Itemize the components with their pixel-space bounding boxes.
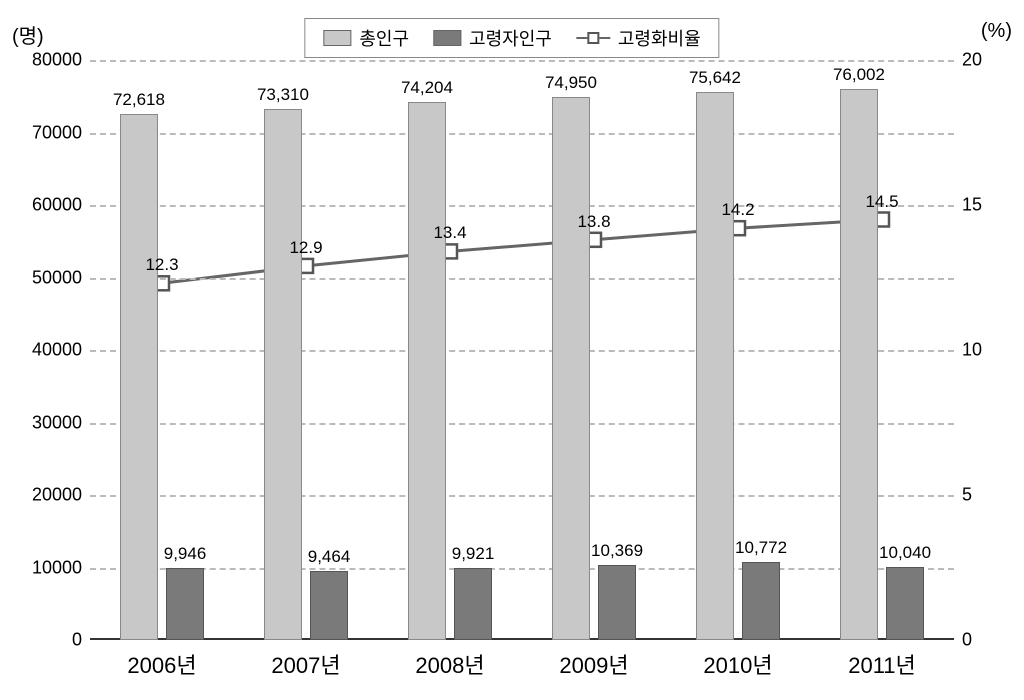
bar-label-elderly: 10,369 xyxy=(591,541,643,561)
legend-item-total: 총인구 xyxy=(323,25,409,51)
y-axis-left-label: (명) xyxy=(12,20,44,49)
ytick-right: 10 xyxy=(954,340,982,361)
plot-area: 0100002000030000400005000060000700008000… xyxy=(90,60,954,640)
ytick-right: 0 xyxy=(954,630,972,651)
grid-line xyxy=(90,205,954,207)
ytick-left: 20000 xyxy=(32,485,90,506)
ratio-value-label: 14.2 xyxy=(721,200,754,220)
ytick-left: 30000 xyxy=(32,412,90,433)
ytick-left: 70000 xyxy=(32,122,90,143)
legend-swatch-total xyxy=(323,30,351,46)
bar-label-elderly: 9,464 xyxy=(308,547,351,567)
bar-total xyxy=(840,89,877,640)
ytick-left: 80000 xyxy=(32,50,90,71)
x-category-label: 2006년 xyxy=(127,640,196,680)
x-category-label: 2010년 xyxy=(703,640,772,680)
ratio-value-label: 14.5 xyxy=(865,192,898,212)
bar-elderly xyxy=(742,562,779,640)
grid-line xyxy=(90,133,954,135)
ytick-left: 50000 xyxy=(32,267,90,288)
bar-elderly xyxy=(454,568,491,640)
bar-label-total: 75,642 xyxy=(689,68,741,88)
bar-elderly xyxy=(886,567,923,640)
ratio-value-label: 12.9 xyxy=(289,238,322,258)
ratio-value-label: 13.4 xyxy=(433,223,466,243)
bar-total xyxy=(552,97,589,640)
ytick-right: 20 xyxy=(954,50,982,71)
ytick-right: 15 xyxy=(954,195,982,216)
legend-item-ratio: 고령화비율 xyxy=(576,25,701,51)
bar-label-elderly: 10,772 xyxy=(735,538,787,558)
bar-total xyxy=(264,109,301,640)
ytick-left: 10000 xyxy=(32,557,90,578)
bar-elderly xyxy=(598,565,635,640)
grid-line xyxy=(90,350,954,352)
population-aging-chart: 총인구 고령자인구 고령화비율 (명) (%) 0100002000030000… xyxy=(0,0,1024,700)
legend-item-elderly: 고령자인구 xyxy=(433,25,552,51)
grid-line xyxy=(90,495,954,497)
legend: 총인구 고령자인구 고령화비율 xyxy=(304,18,719,58)
ytick-left: 60000 xyxy=(32,195,90,216)
bar-label-total: 74,204 xyxy=(401,78,453,98)
bar-label-total: 72,618 xyxy=(113,90,165,110)
bar-label-elderly: 10,040 xyxy=(879,543,931,563)
bar-label-total: 73,310 xyxy=(257,85,309,105)
grid-line xyxy=(90,60,954,62)
ytick-left: 0 xyxy=(72,630,90,651)
bar-label-elderly: 9,946 xyxy=(164,544,207,564)
legend-label-ratio: 고령화비율 xyxy=(618,25,701,51)
bar-label-total: 74,950 xyxy=(545,73,597,93)
bar-label-total: 76,002 xyxy=(833,65,885,85)
x-category-label: 2008년 xyxy=(415,640,484,680)
legend-swatch-elderly xyxy=(433,30,461,46)
x-category-label: 2007년 xyxy=(271,640,340,680)
x-category-label: 2009년 xyxy=(559,640,628,680)
ytick-right: 5 xyxy=(954,485,972,506)
x-category-label: 2011년 xyxy=(848,640,916,680)
legend-label-total: 총인구 xyxy=(359,25,409,51)
bar-elderly xyxy=(310,571,347,640)
bar-label-elderly: 9,921 xyxy=(452,544,495,564)
bar-total xyxy=(120,114,157,640)
bar-total xyxy=(408,102,445,640)
grid-line xyxy=(90,568,954,570)
grid-line xyxy=(90,423,954,425)
ratio-value-label: 12.3 xyxy=(145,255,178,275)
ytick-left: 40000 xyxy=(32,340,90,361)
y-axis-right-label: (%) xyxy=(981,20,1012,43)
grid-line xyxy=(90,278,954,280)
ratio-value-label: 13.8 xyxy=(577,212,610,232)
bar-total xyxy=(696,92,733,640)
bar-elderly xyxy=(166,568,203,640)
legend-swatch-ratio xyxy=(576,37,610,39)
legend-label-elderly: 고령자인구 xyxy=(469,25,552,51)
